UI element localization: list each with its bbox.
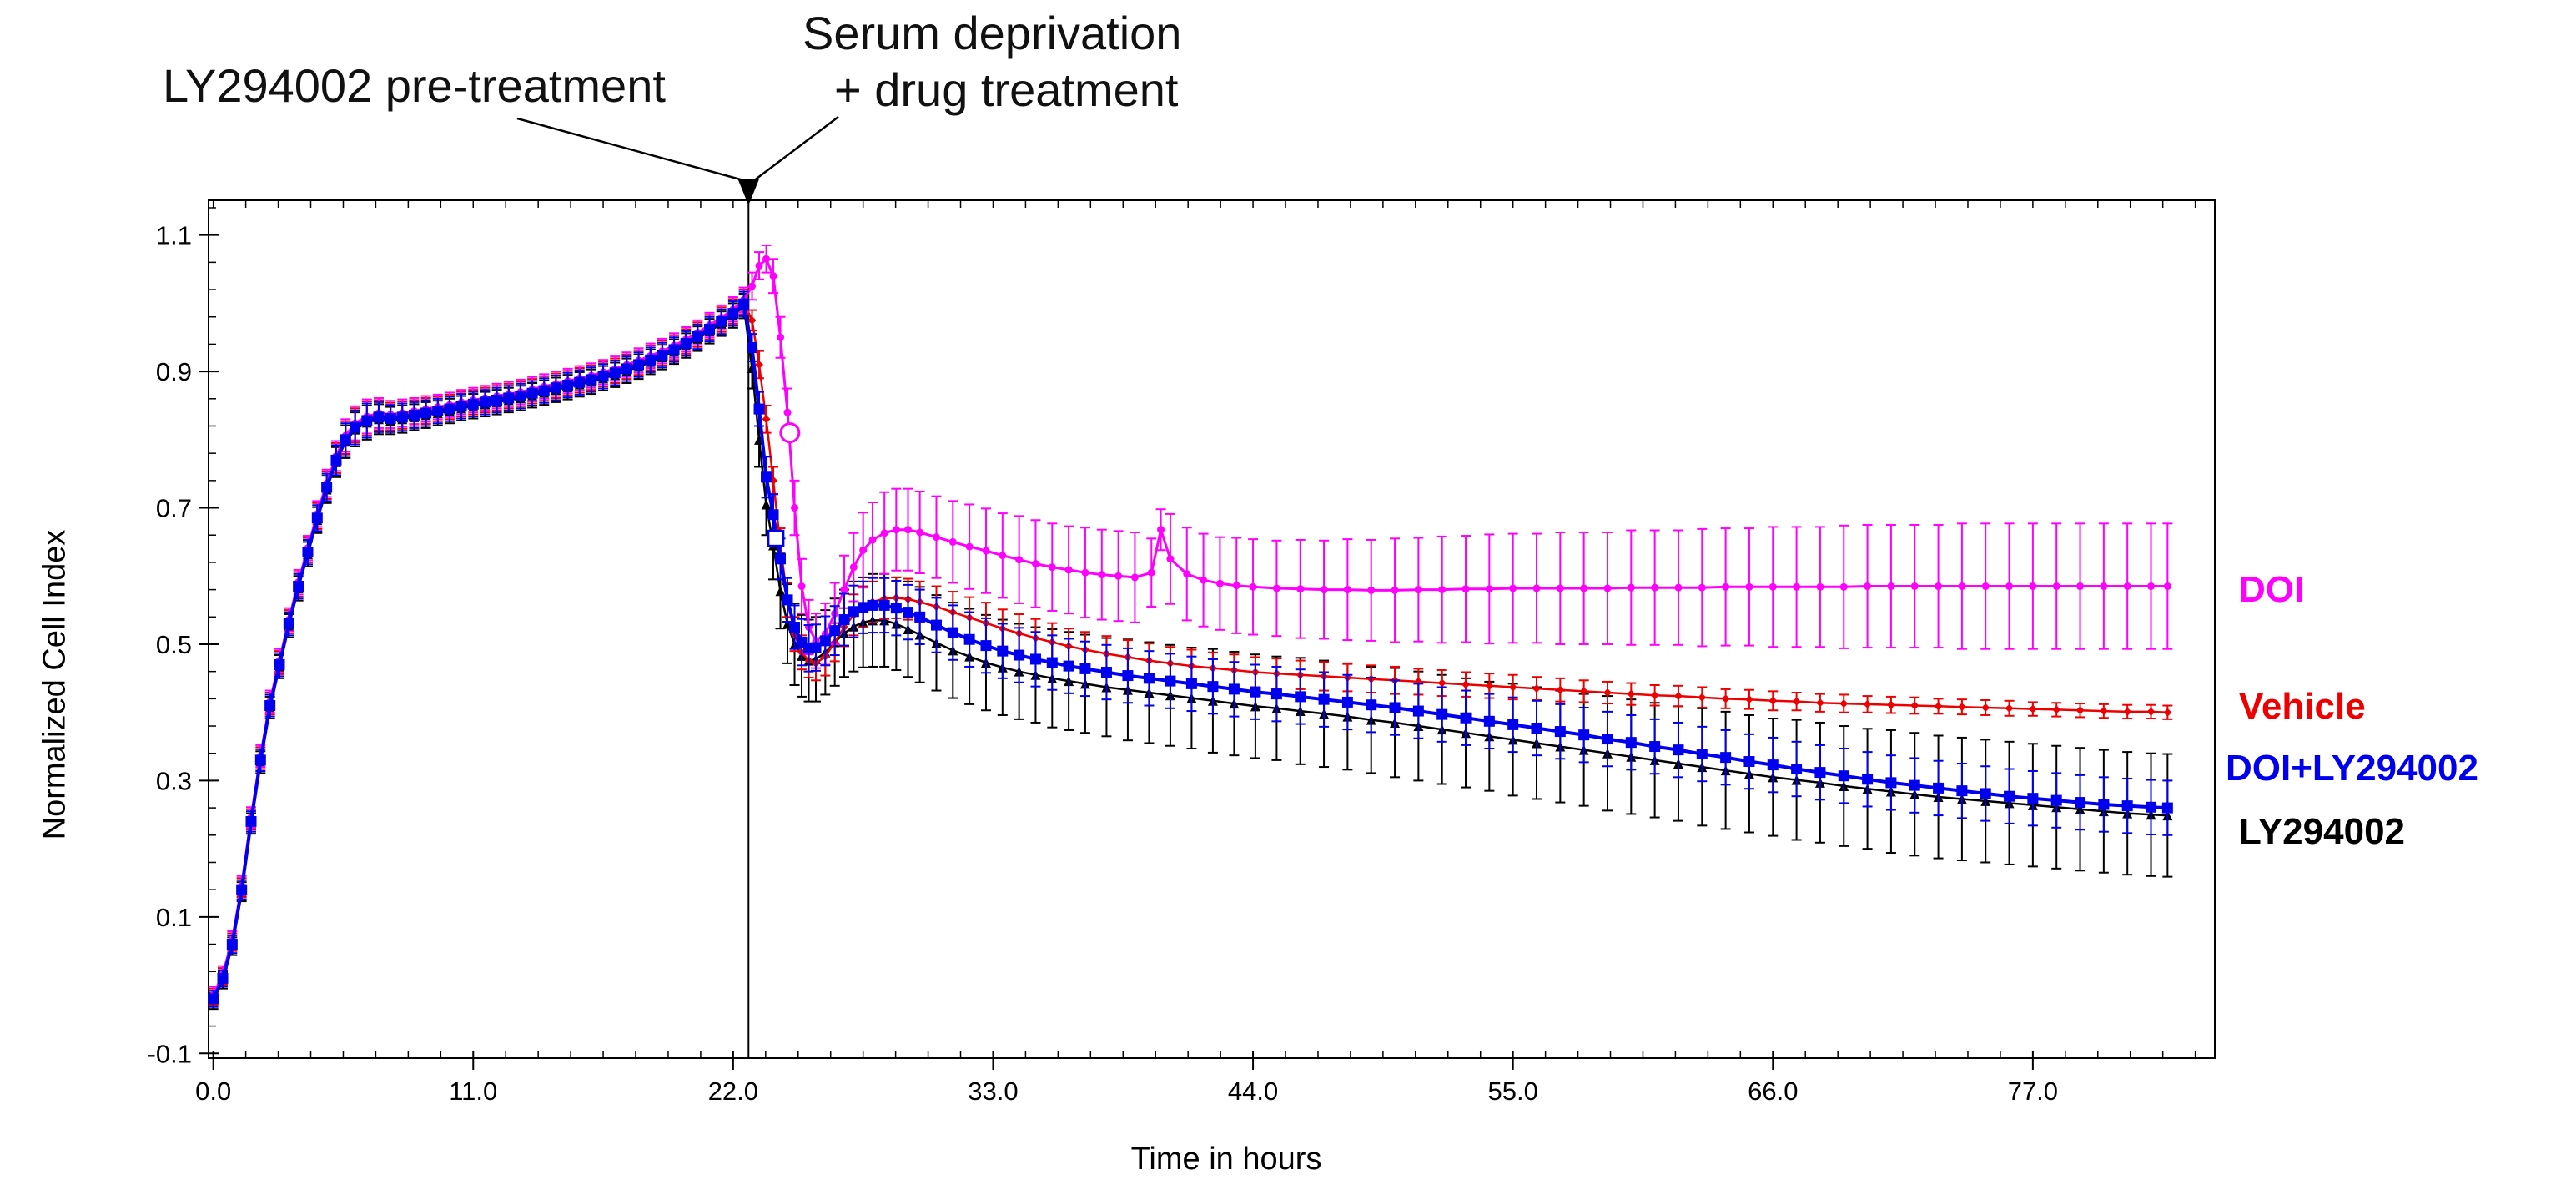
svg-text:0.3: 0.3 [156,766,192,795]
x-axis-title: Time in hours [1130,1142,1322,1177]
annotation-pretreatment: LY294002 pre-treatment [163,59,666,112]
annotation-treatment-line2: + drug treatment [834,63,1179,117]
legend-label-ly294002: LY294002 [2239,811,2406,852]
legend-label-doi: DOI [2239,569,2305,610]
svg-text:44.0: 44.0 [1228,1077,1278,1106]
svg-text:0.7: 0.7 [156,494,192,523]
annotation-treatment-line1: Serum deprivation [802,7,1182,59]
svg-text:0.1: 0.1 [156,903,192,932]
y-axis-title: Normalized Cell Index [37,529,73,840]
svg-text:33.0: 33.0 [968,1077,1018,1106]
svg-text:22.0: 22.0 [708,1077,758,1106]
svg-text:0.5: 0.5 [156,630,192,659]
svg-text:0.0: 0.0 [195,1077,231,1106]
legend-label-doi-ly294002: DOI+LY294002 [2226,748,2478,789]
svg-text:66.0: 66.0 [1748,1077,1798,1106]
svg-text:-0.1: -0.1 [148,1039,192,1068]
svg-text:77.0: 77.0 [2008,1077,2058,1106]
svg-text:55.0: 55.0 [1488,1077,1538,1106]
svg-text:0.9: 0.9 [156,357,192,386]
svg-text:1.1: 1.1 [156,221,192,250]
annotation-treatment: Serum deprivation + drug treatment [802,5,1181,119]
legend-label-vehicle: Vehicle [2239,686,2366,727]
svg-text:11.0: 11.0 [449,1077,497,1106]
